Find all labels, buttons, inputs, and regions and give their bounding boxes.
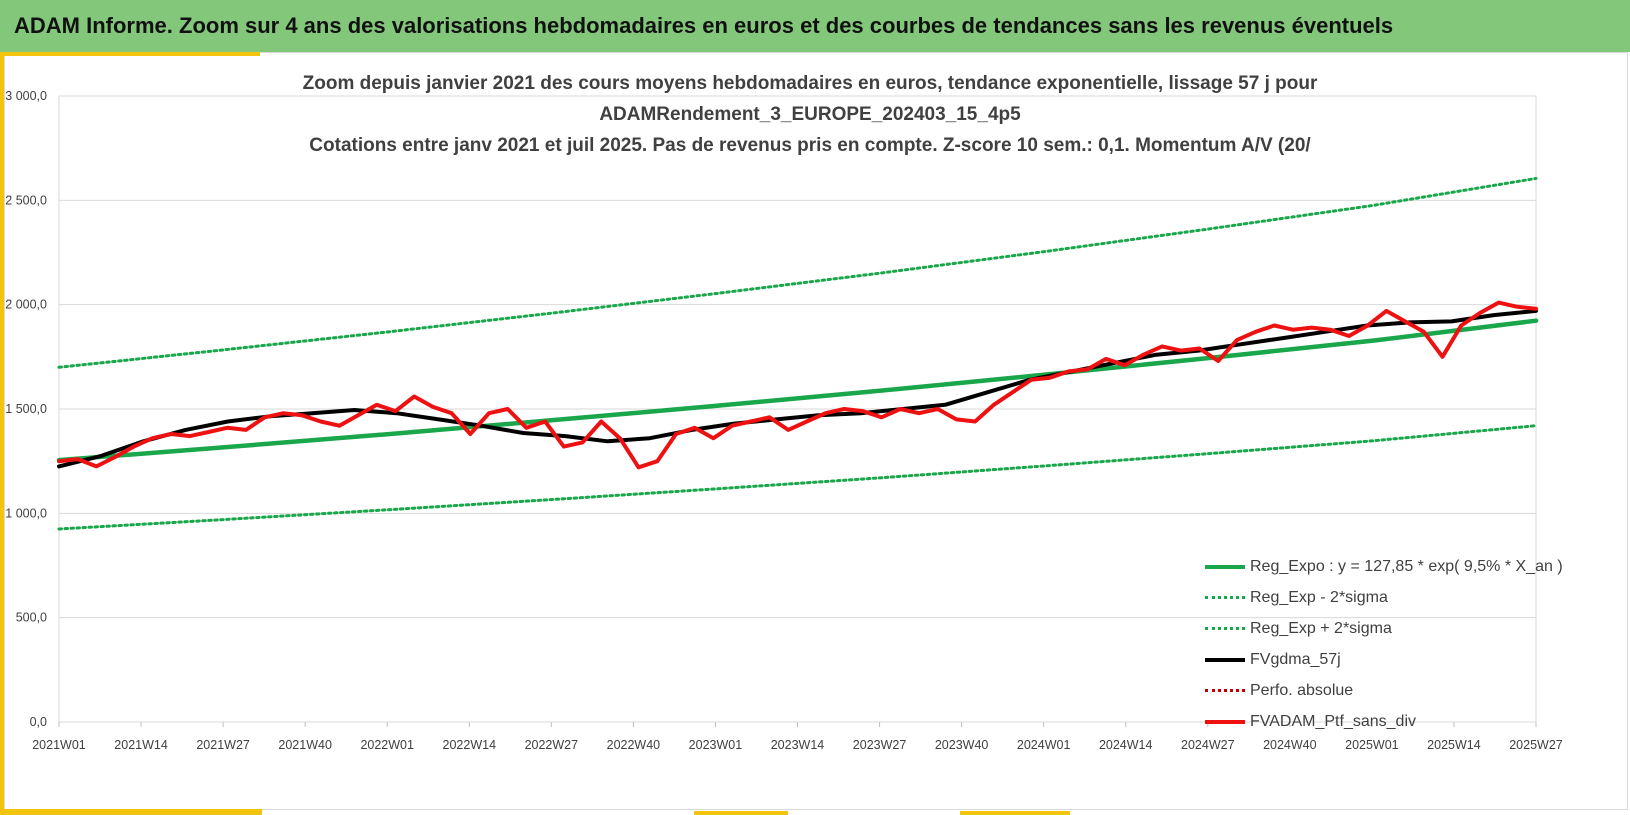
chart-title-line-1: Zoom depuis janvier 2021 des cours moyen… — [302, 73, 1318, 94]
x-tick-label: 2024W01 — [1017, 738, 1071, 752]
report-title: ADAM Informe. Zoom sur 4 ans des valoris… — [14, 13, 1394, 38]
legend-item-reg-exp-plus: Reg_Exp + 2*sigma — [1205, 613, 1625, 644]
legend-label-reg-exp-minus: Reg_Exp - 2*sigma — [1250, 589, 1388, 606]
x-tick-label: 2024W27 — [1181, 738, 1235, 752]
y-tick-label: 0,0 — [30, 715, 47, 729]
x-tick-label: 2023W27 — [853, 738, 907, 752]
y-tick-label: 2 000,0 — [5, 298, 47, 312]
x-tick-label: 2023W01 — [689, 738, 743, 752]
x-tick-label: 2021W01 — [32, 738, 86, 752]
legend-swatch-fvgdma — [1205, 658, 1245, 662]
chart-title-line-3: Cotations entre janv 2021 et juil 2025. … — [309, 135, 1311, 156]
legend-label-fvadam-ptf: FVADAM_Ptf_sans_div — [1250, 713, 1416, 730]
y-tick-label: 2 500,0 — [5, 193, 47, 207]
chart-frame — [4, 52, 1628, 810]
legend-swatch-fvadam-ptf — [1205, 720, 1245, 724]
report-header: ADAM Informe. Zoom sur 4 ans des valoris… — [0, 0, 1630, 52]
legend-swatch-reg-expo — [1205, 565, 1245, 569]
x-tick-label: 2023W14 — [771, 738, 825, 752]
legend-label-reg-exp-plus: Reg_Exp + 2*sigma — [1250, 620, 1392, 637]
y-tick-label: 1 000,0 — [5, 506, 47, 520]
x-tick-label: 2023W40 — [935, 738, 989, 752]
x-tick-label: 2022W01 — [360, 738, 414, 752]
accent-bar-top — [4, 52, 260, 56]
chart-title: Zoom depuis janvier 2021 des cours moyen… — [160, 68, 1460, 161]
x-tick-label: 2022W14 — [443, 738, 497, 752]
x-tick-label: 2022W27 — [525, 738, 579, 752]
x-tick-label: 2025W27 — [1509, 738, 1563, 752]
legend-label-reg-expo: Reg_Expo : y = 127,85 * exp( 9,5% * X_an… — [1250, 558, 1563, 575]
series-line-reg-expo — [56, 318, 1539, 463]
legend-swatch-perfo-absolue — [1205, 689, 1245, 692]
accent-bar-bottom-2 — [694, 811, 788, 815]
accent-bar-left — [0, 52, 4, 815]
legend-swatch-reg-exp-minus — [1205, 596, 1245, 599]
chart-legend: Reg_Expo : y = 127,85 * exp( 9,5% * X_an… — [1205, 551, 1625, 737]
x-tick-label: 2025W14 — [1427, 738, 1481, 752]
series-line-fvadam-ptf — [57, 300, 1538, 470]
legend-label-fvgdma: FVgdma_57j — [1250, 651, 1341, 668]
chart-title-line-2: ADAMRendement_3_EUROPE_202403_15_4p5 — [599, 104, 1021, 125]
x-tick-label: 2022W40 — [607, 738, 661, 752]
legend-item-perfo-absolue: Perfo. absolue — [1205, 675, 1625, 706]
series-line-reg-exp-plus — [57, 176, 1538, 369]
legend-label-perfo-absolue: Perfo. absolue — [1250, 682, 1354, 699]
legend-item-fvgdma: FVgdma_57j — [1205, 644, 1625, 675]
x-tick-label: 2025W01 — [1345, 738, 1399, 752]
x-tick-label: 2021W40 — [278, 738, 332, 752]
legend-item-reg-exp-minus: Reg_Exp - 2*sigma — [1205, 582, 1625, 613]
legend-item-fvadam-ptf: FVADAM_Ptf_sans_div — [1205, 706, 1625, 737]
x-tick-label: 2021W27 — [196, 738, 250, 752]
legend-item-reg-expo: Reg_Expo : y = 127,85 * exp( 9,5% * X_an… — [1205, 551, 1625, 582]
y-tick-label: 1 500,0 — [5, 402, 47, 416]
series-line-fvgdma — [57, 308, 1538, 469]
x-tick-label: 2024W14 — [1099, 738, 1153, 752]
accent-bar-bottom — [0, 809, 262, 815]
y-tick-label: 3 000,0 — [5, 89, 47, 103]
accent-bar-bottom-3 — [960, 811, 1070, 815]
legend-swatch-reg-exp-plus — [1205, 627, 1245, 630]
y-tick-label: 500,0 — [16, 611, 47, 625]
x-tick-label: 2021W14 — [114, 738, 168, 752]
series-line-reg-exp-minus — [57, 424, 1538, 531]
x-tick-label: 2024W40 — [1263, 738, 1317, 752]
